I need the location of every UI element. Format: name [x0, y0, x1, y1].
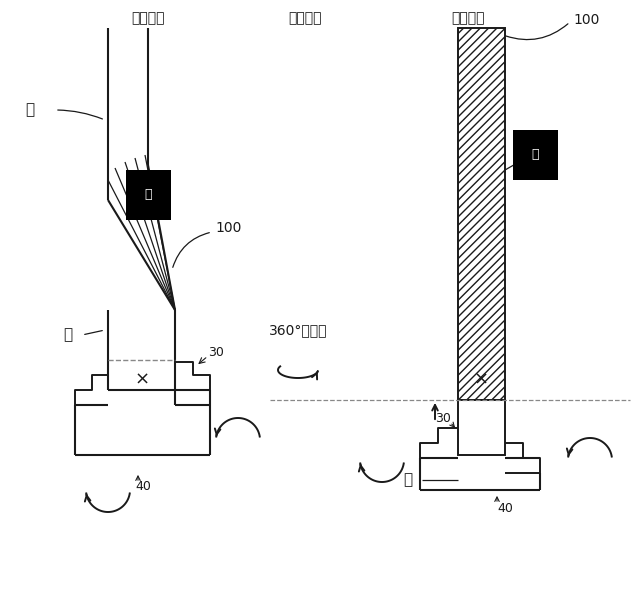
- Text: 100: 100: [573, 13, 600, 27]
- Bar: [458, 400, 505, 455]
- Text: 裏: 裏: [531, 148, 539, 162]
- Text: （前方）: （前方）: [131, 11, 164, 25]
- Text: ×: ×: [134, 371, 150, 389]
- Text: 30: 30: [435, 412, 451, 424]
- Text: 表: 表: [26, 103, 35, 117]
- Text: ×: ×: [474, 371, 488, 389]
- Text: 30: 30: [208, 345, 224, 359]
- Text: 裏: 裏: [144, 188, 152, 201]
- Text: 表: 表: [403, 472, 413, 488]
- Text: 40: 40: [497, 502, 513, 514]
- Text: （前方）: （前方）: [451, 11, 484, 25]
- Text: 40: 40: [135, 480, 151, 494]
- Bar: [458, 28, 505, 400]
- Text: 360°右回転: 360°右回転: [269, 323, 327, 337]
- Text: 左ねじれ: 左ねじれ: [288, 11, 322, 25]
- Text: 100: 100: [215, 221, 241, 235]
- Text: 表: 表: [63, 328, 72, 342]
